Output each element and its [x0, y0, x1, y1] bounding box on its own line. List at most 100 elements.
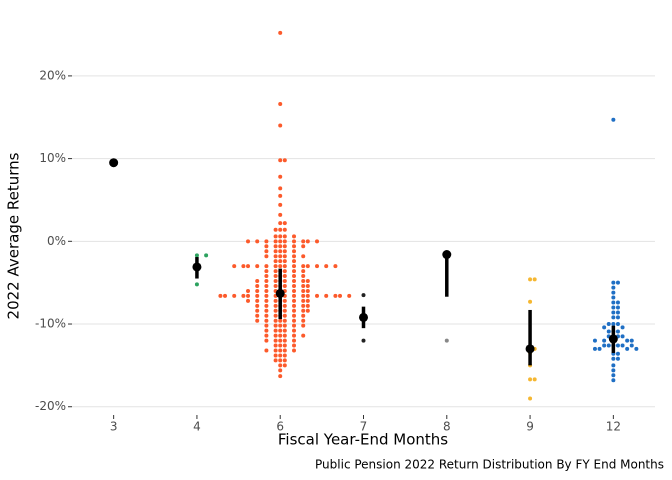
data-point [278, 102, 283, 107]
data-point [278, 202, 283, 207]
data-point [615, 322, 620, 327]
data-point [278, 338, 283, 343]
data-point [282, 298, 287, 303]
data-point [301, 264, 306, 269]
data-point [273, 279, 278, 284]
data-point [305, 293, 310, 298]
data-point [301, 269, 306, 274]
data-point [255, 283, 260, 288]
data-point [232, 293, 237, 298]
data-point [273, 323, 278, 328]
data-point [292, 303, 297, 308]
data-point [282, 363, 287, 368]
mean-point [275, 288, 285, 298]
data-point [611, 117, 616, 122]
data-point [278, 244, 283, 249]
data-point [611, 356, 616, 361]
data-point [611, 290, 616, 295]
data-point [264, 338, 269, 343]
data-point [246, 239, 251, 244]
data-point [611, 378, 616, 383]
data-point [282, 348, 287, 353]
data-point [232, 264, 237, 269]
data-point [634, 346, 639, 351]
data-point [194, 282, 199, 287]
data-point [282, 234, 287, 239]
data-point [255, 313, 260, 318]
data-point [273, 249, 278, 254]
data-point [282, 244, 287, 249]
data-point [324, 293, 329, 298]
data-point [282, 338, 287, 343]
data-point [301, 308, 306, 313]
data-point [301, 283, 306, 288]
data-point [292, 338, 297, 343]
data-point [361, 293, 366, 298]
data-point [305, 298, 310, 303]
x-tick-label: 7 [360, 420, 368, 434]
data-point [301, 318, 306, 323]
data-point [292, 259, 297, 264]
data-point [255, 279, 260, 284]
data-point [301, 288, 306, 293]
x-tick-label: 3 [110, 420, 118, 434]
x-tick-label: 12 [606, 420, 621, 434]
data-point [282, 227, 287, 232]
data-point [611, 368, 616, 373]
data-point [273, 358, 278, 363]
data-point [324, 264, 329, 269]
data-point [278, 358, 283, 363]
data-point [338, 293, 343, 298]
data-point [305, 283, 310, 288]
data-point [292, 274, 297, 279]
data-point [278, 328, 283, 333]
data-point [592, 338, 597, 343]
data-point [264, 293, 269, 298]
y-tick-label: 20% [39, 68, 66, 82]
mean-point [359, 312, 368, 322]
data-point [292, 318, 297, 323]
data-point [282, 279, 287, 284]
data-point [278, 343, 283, 348]
data-point [282, 358, 287, 363]
x-tick-label: 8 [443, 420, 451, 434]
data-point [292, 244, 297, 249]
data-point [255, 303, 260, 308]
data-point [255, 298, 260, 303]
data-point [278, 353, 283, 358]
data-point [301, 313, 306, 318]
data-point [255, 288, 260, 293]
data-point [528, 299, 533, 304]
data-point [615, 329, 620, 334]
data-point [629, 343, 634, 348]
data-point [278, 259, 283, 264]
data-point [592, 346, 597, 351]
data-point [292, 333, 297, 338]
data-point [282, 328, 287, 333]
data-point [292, 323, 297, 328]
data-point [264, 279, 269, 284]
data-point [611, 285, 616, 290]
data-point [241, 293, 246, 298]
mean-point [608, 334, 618, 344]
mean-point [192, 262, 202, 272]
data-point [532, 377, 537, 382]
data-point [273, 328, 278, 333]
data-point [305, 308, 310, 313]
data-point [292, 293, 297, 298]
data-point [305, 279, 310, 284]
data-point [273, 353, 278, 358]
caption: Public Pension 2022 Return Distribution … [315, 458, 664, 472]
data-point [246, 264, 251, 269]
data-point [292, 313, 297, 318]
data-point [305, 239, 310, 244]
data-point [305, 264, 310, 269]
data-point [264, 333, 269, 338]
data-point [292, 234, 297, 239]
data-point [273, 259, 278, 264]
data-point [223, 293, 228, 298]
data-point [602, 325, 607, 330]
data-point [292, 298, 297, 303]
data-point [602, 338, 607, 343]
data-point [602, 343, 607, 348]
